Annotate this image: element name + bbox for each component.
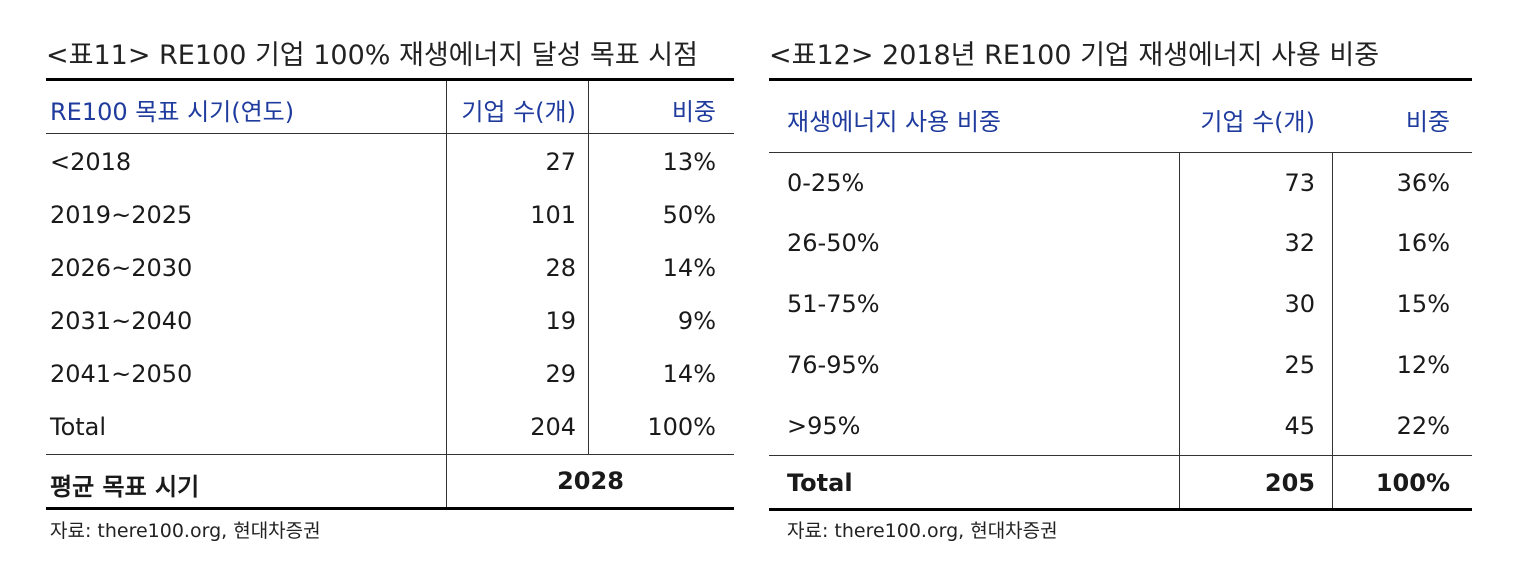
table11-header-rule [46, 133, 734, 134]
table12-cell-ratio: 26-50% [787, 229, 880, 257]
table12-bottom-rule [769, 508, 1472, 511]
table11-cell-share: 100% [647, 413, 716, 441]
table11-cell-period: <2018 [50, 148, 132, 176]
table12-total-share: 100% [1375, 469, 1450, 497]
table12-title: <표12> 2018년 RE100 기업 재생에너지 사용 비중 [769, 40, 1380, 71]
table12-total-count: 205 [1264, 469, 1315, 497]
table12-cell-ratio: 0-25% [787, 169, 865, 197]
table11-cell-count: 28 [545, 254, 576, 282]
table12-cell-share: 16% [1396, 229, 1450, 257]
table12-cell-count: 25 [1284, 351, 1315, 379]
table11-summary-value: 2028 [557, 467, 624, 495]
table11-cell-count: 101 [530, 201, 576, 229]
table11-vline-1 [446, 81, 447, 508]
table11-top-rule [46, 78, 734, 81]
table11-cell-share: 9% [677, 307, 716, 335]
table11-summary-label: 평균 목표 시기 [50, 473, 200, 501]
table11-cell-period: 2031~2040 [50, 307, 193, 335]
table12-cell-ratio: 76-95% [787, 351, 880, 379]
table11-title: <표11> RE100 기업 100% 재생에너지 달성 목표 시점 [46, 40, 698, 71]
table12-vline-1 [1179, 152, 1180, 508]
table12-panel: <표12> 2018년 RE100 기업 재생에너지 사용 비중 재생에너지 사… [769, 0, 1472, 571]
table11-cell-share: 13% [662, 148, 716, 176]
table12-cell-ratio: >95% [787, 412, 861, 440]
table11-cell-share: 14% [662, 360, 716, 388]
table11-cell-count: 19 [545, 307, 576, 335]
table11-cell-period: 2026~2030 [50, 254, 193, 282]
table12-cell-count: 73 [1284, 169, 1315, 197]
table12-top-rule [769, 78, 1472, 81]
table11-cell-period: 2041~2050 [50, 360, 193, 388]
table11-header-count: 기업 수(개) [461, 98, 576, 126]
table12-total-rule [769, 455, 1472, 456]
table12-cell-share: 36% [1396, 169, 1450, 197]
table12-cell-count: 30 [1284, 290, 1315, 318]
table12-cell-count: 45 [1284, 412, 1315, 440]
table11-cell-count: 27 [545, 148, 576, 176]
table12-header-ratio: 재생에너지 사용 비중 [787, 108, 1001, 136]
table11-bottom-rule [46, 507, 734, 510]
table12-total-label: Total [787, 469, 853, 497]
table12-cell-ratio: 51-75% [787, 290, 880, 318]
table11-cell-share: 14% [662, 254, 716, 282]
table11-cell-period: 2019~2025 [50, 201, 193, 229]
table11-cell-period: Total [50, 413, 107, 441]
table12-header-share: 비중 [1405, 108, 1450, 136]
table12-source: 자료: there100.org, 현대차증권 [787, 520, 1058, 542]
table11-cell-count: 29 [545, 360, 576, 388]
table12-cell-share: 22% [1396, 412, 1450, 440]
table12-cell-count: 32 [1284, 229, 1315, 257]
table12-header-rule [769, 152, 1472, 153]
table11-summary-rule [46, 454, 734, 455]
table11-cell-share: 50% [662, 201, 716, 229]
table11-vline-2 [588, 81, 589, 454]
table11-header-share: 비중 [671, 98, 716, 126]
table11-source: 자료: there100.org, 현대차증권 [50, 520, 321, 542]
table11-panel: <표11> RE100 기업 100% 재생에너지 달성 목표 시점 RE100… [46, 0, 734, 571]
table11-cell-count: 204 [530, 413, 576, 441]
table11-header-period: RE100 목표 시기(연도) [50, 98, 295, 126]
table12-vline-2 [1332, 152, 1333, 508]
table12-cell-share: 15% [1396, 290, 1450, 318]
table12-cell-share: 12% [1396, 351, 1450, 379]
table12-header-count: 기업 수(개) [1200, 108, 1315, 136]
